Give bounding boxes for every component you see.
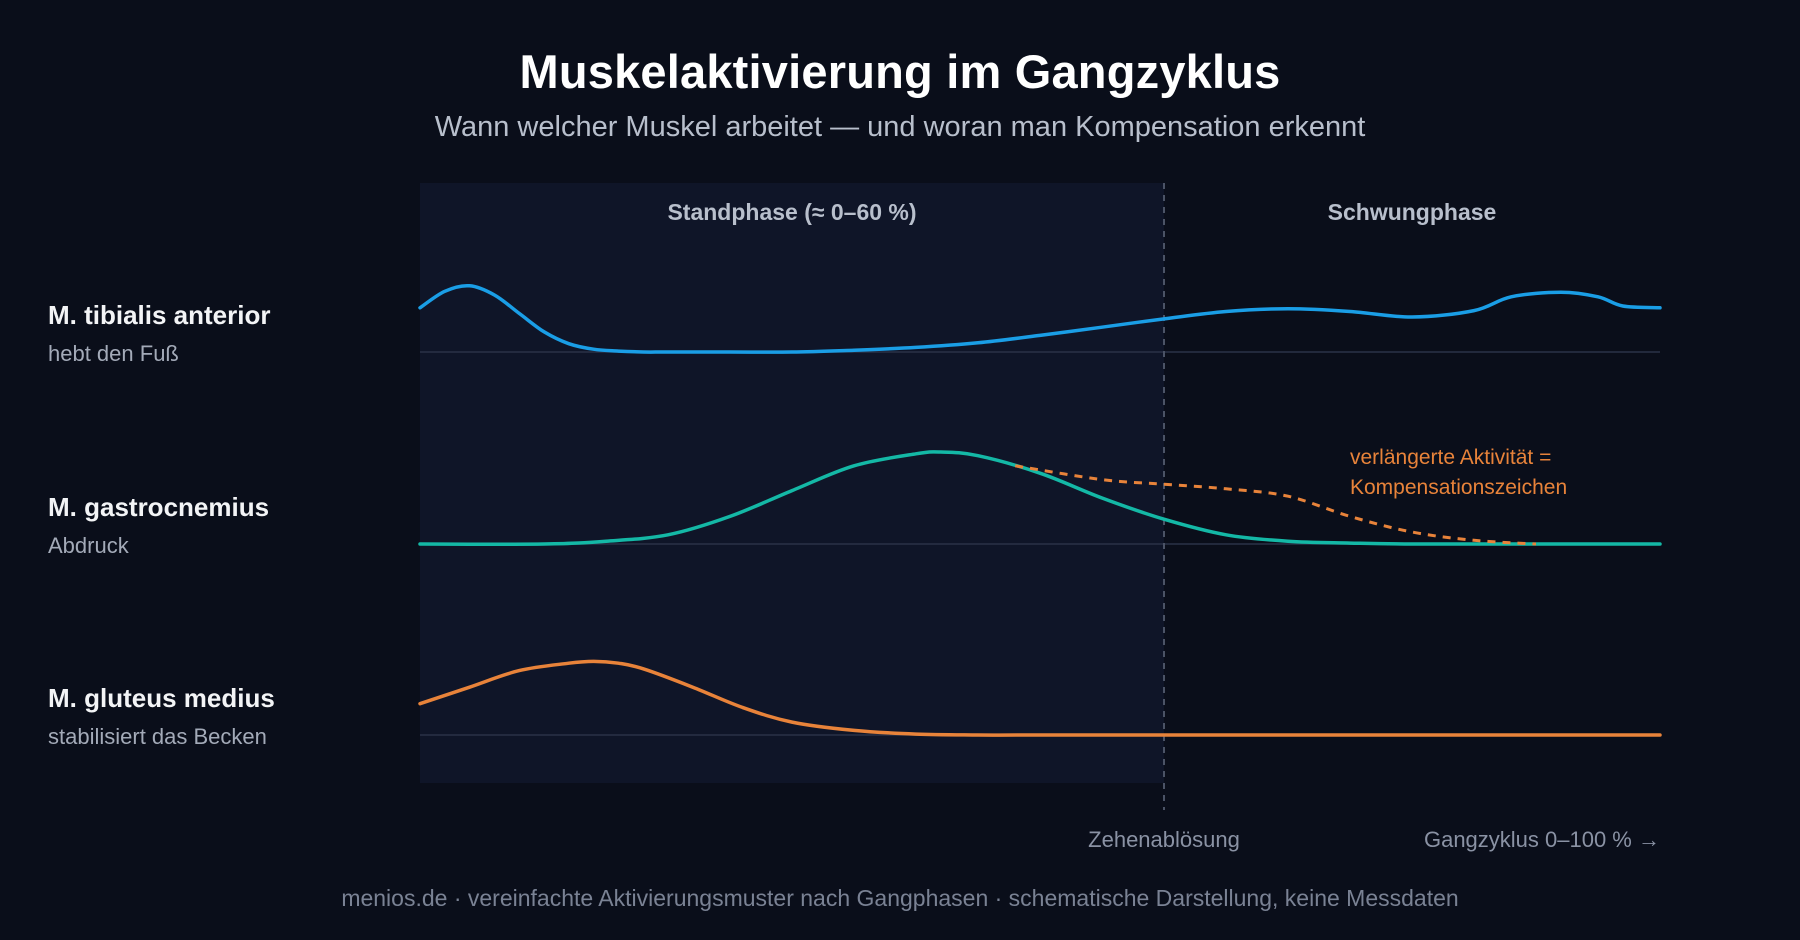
- stance-phase-label: Standphase (≈ 0–60 %): [667, 199, 916, 225]
- muscle-label-tibialis: M. tibialis anterior hebt den Fuß: [48, 300, 271, 367]
- footer-caption: menios.de · vereinfachte Aktivierungsmus…: [341, 885, 1459, 911]
- compensation-label-line-2: Kompensationszeichen: [1350, 476, 1567, 499]
- muscle-name-tibialis: M. tibialis anterior: [48, 300, 271, 330]
- muscle-desc-tibialis: hebt den Fuß: [48, 341, 179, 366]
- muscle-desc-gluteus: stabilisiert das Becken: [48, 724, 267, 749]
- x-axis-label: Gangzyklus 0–100 % →: [1424, 827, 1660, 852]
- swing-phase-label: Schwungphase: [1328, 199, 1497, 225]
- series-line-gluteus: [418, 659, 1662, 737]
- toe-off-label: Zehenablösung: [1088, 827, 1240, 852]
- page-subtitle: Wann welcher Muskel arbeitet — und woran…: [434, 111, 1366, 143]
- muscle-name-gluteus: M. gluteus medius: [48, 683, 275, 713]
- series-line-gastro: [418, 450, 1662, 546]
- series-line-tibialis: [418, 283, 1662, 354]
- compensation-dashed-line: [1014, 464, 1537, 546]
- muscle-label-gluteus: M. gluteus medius stabilisiert das Becke…: [48, 683, 275, 750]
- compensation-label-line-1: verlängerte Aktivität =: [1350, 446, 1551, 469]
- muscle-label-gastrocnemius: M. gastrocnemius Abdruck: [48, 492, 269, 559]
- muscle-desc-gastrocnemius: Abdruck: [48, 533, 129, 558]
- muscle-name-gastrocnemius: M. gastrocnemius: [48, 492, 270, 522]
- page-title: Muskelaktivierung im Gangzyklus: [519, 45, 1281, 98]
- stance-phase-background: [420, 183, 1164, 783]
